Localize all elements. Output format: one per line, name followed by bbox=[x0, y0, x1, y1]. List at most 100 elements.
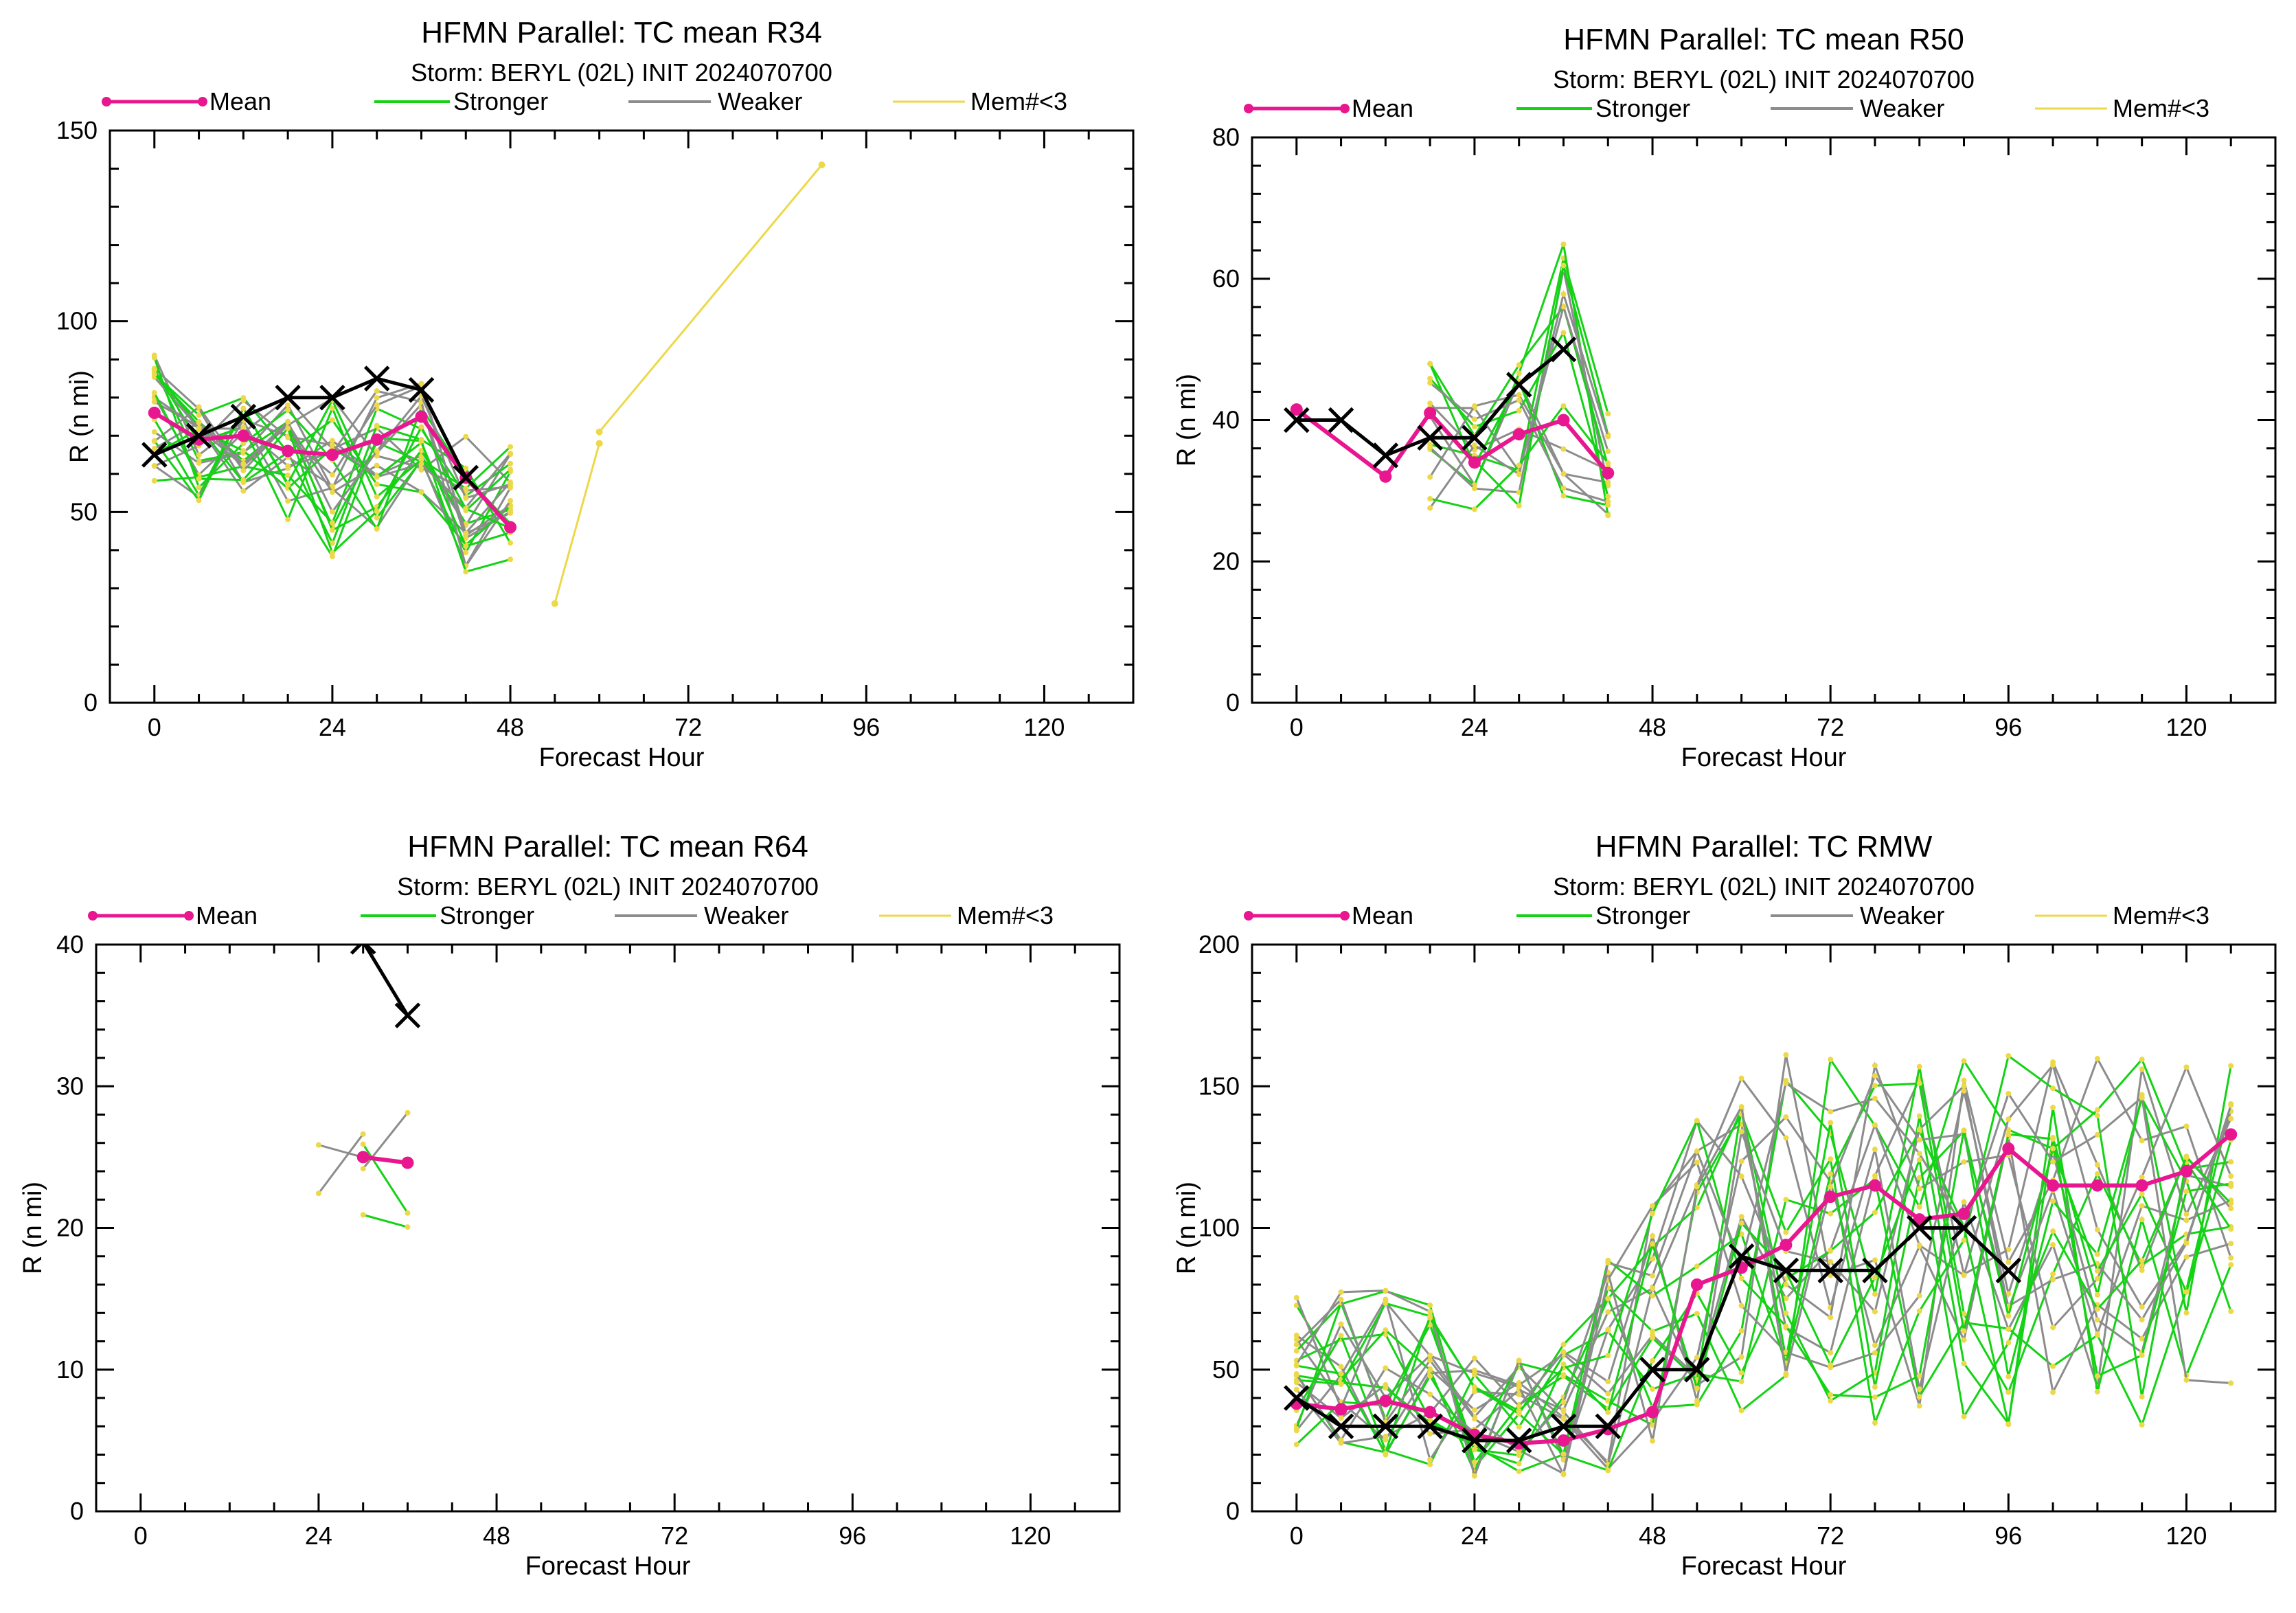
member-point bbox=[1383, 1365, 1389, 1371]
member-point bbox=[374, 422, 380, 429]
plot-area bbox=[1284, 1052, 2238, 1480]
member-point bbox=[1783, 1296, 1789, 1302]
member-point bbox=[1872, 1062, 1878, 1068]
best-track-marker bbox=[141, 442, 168, 468]
member-point bbox=[2050, 1363, 2056, 1369]
member-point bbox=[1383, 1450, 1389, 1456]
member-point bbox=[1650, 1386, 1656, 1392]
member-point bbox=[1338, 1437, 1344, 1443]
member-point bbox=[1471, 1384, 1477, 1390]
mean-point bbox=[356, 1151, 370, 1164]
member-point bbox=[1516, 1468, 1522, 1474]
member-point bbox=[1560, 1416, 1567, 1422]
member-point bbox=[1560, 1399, 1567, 1406]
member-point bbox=[1961, 1272, 1967, 1278]
mem-line bbox=[554, 442, 601, 605]
member-point bbox=[1828, 1184, 1834, 1190]
member-point bbox=[1293, 1295, 1299, 1301]
member-point bbox=[2139, 1316, 2145, 1322]
member-point bbox=[374, 395, 380, 401]
member-point bbox=[1828, 1314, 1834, 1320]
member-point bbox=[1427, 505, 1433, 511]
x-tick-label: 96 bbox=[852, 713, 880, 741]
member-point bbox=[1293, 1362, 1299, 1368]
y-tick-label: 0 bbox=[1226, 1497, 1240, 1525]
member-point bbox=[2183, 1064, 2190, 1070]
member-point bbox=[360, 1141, 366, 1147]
member-track bbox=[1295, 1061, 2232, 1480]
member-point bbox=[1738, 1214, 1744, 1220]
mean-point bbox=[1424, 1406, 1437, 1419]
member-point bbox=[2050, 1146, 2056, 1152]
member-point bbox=[2139, 1138, 2145, 1144]
member-point bbox=[1427, 1367, 1433, 1373]
member-point bbox=[360, 1212, 366, 1218]
member-point bbox=[374, 515, 380, 521]
member-point bbox=[463, 433, 469, 440]
member-point bbox=[1293, 1302, 1299, 1309]
member-point bbox=[2183, 1240, 2190, 1246]
member-point bbox=[2228, 1206, 2234, 1212]
member-point bbox=[1516, 370, 1522, 376]
x-tick-label: 48 bbox=[1639, 1522, 1666, 1550]
member-point bbox=[2139, 1203, 2145, 1209]
member-point bbox=[508, 450, 514, 456]
x-tick-label: 0 bbox=[148, 713, 161, 741]
member-point bbox=[1694, 1159, 1700, 1165]
member-point bbox=[2094, 1131, 2100, 1138]
best-track-marker bbox=[1639, 1356, 1666, 1383]
member-point bbox=[1427, 1373, 1433, 1379]
member-point bbox=[196, 452, 202, 458]
member-point bbox=[1427, 361, 1433, 367]
best-track-marker bbox=[408, 376, 435, 403]
member-point bbox=[2005, 1421, 2012, 1428]
mean-point bbox=[1379, 1395, 1392, 1408]
member-point bbox=[1650, 1438, 1656, 1444]
member-point bbox=[1605, 449, 1611, 455]
best-track-line bbox=[363, 945, 409, 1017]
legend: Mean Stronger Weaker Mem#<3 bbox=[1244, 94, 2209, 122]
member-point bbox=[196, 404, 202, 410]
member-point bbox=[463, 550, 469, 556]
member-point bbox=[1828, 1248, 1834, 1254]
member-point bbox=[2094, 1388, 2100, 1395]
legend-mean-marker bbox=[88, 911, 98, 921]
member-point bbox=[2005, 1313, 2012, 1319]
member-point bbox=[1872, 1420, 1878, 1426]
y-tick-label: 80 bbox=[1212, 123, 1240, 151]
mean-point bbox=[1557, 1434, 1570, 1447]
mean-point bbox=[1824, 1191, 1837, 1204]
best-track-marker bbox=[1773, 1257, 1799, 1284]
member-point bbox=[285, 472, 291, 478]
best-track-marker bbox=[1550, 336, 1577, 363]
y-tick-label: 40 bbox=[56, 930, 84, 958]
member-point bbox=[1516, 362, 1522, 368]
mean-point bbox=[1957, 1207, 1970, 1220]
member-point bbox=[1471, 1355, 1477, 1362]
member-point bbox=[1516, 1403, 1522, 1409]
chart-title: HFMN Parallel: TC RMW bbox=[1595, 830, 1933, 864]
member-point bbox=[2050, 1389, 2056, 1395]
member-point bbox=[360, 1131, 366, 1137]
member-point bbox=[1650, 1285, 1656, 1291]
member-point bbox=[1383, 1300, 1389, 1307]
member-point bbox=[1605, 433, 1611, 440]
member-point bbox=[1828, 1259, 1834, 1265]
member-point bbox=[2228, 1255, 2234, 1261]
member-point bbox=[1560, 241, 1567, 247]
y-tick-label: 40 bbox=[1212, 406, 1240, 434]
member-point bbox=[1783, 1229, 1789, 1235]
plot-frame bbox=[95, 943, 1121, 1513]
member-point bbox=[1427, 1315, 1433, 1321]
member-point bbox=[196, 484, 202, 490]
member-track bbox=[318, 1144, 364, 1159]
best-track-marker bbox=[1284, 407, 1310, 433]
mean-point bbox=[148, 406, 161, 419]
member-point bbox=[1471, 1446, 1477, 1452]
legend-stronger-label: Stronger bbox=[1595, 901, 1690, 929]
legend-mean-marker bbox=[1244, 104, 1253, 113]
best-track-marker bbox=[1462, 1428, 1488, 1454]
member-point bbox=[463, 485, 469, 491]
legend-mem-label: Mem#<3 bbox=[2113, 901, 2209, 929]
member-point bbox=[151, 446, 157, 452]
